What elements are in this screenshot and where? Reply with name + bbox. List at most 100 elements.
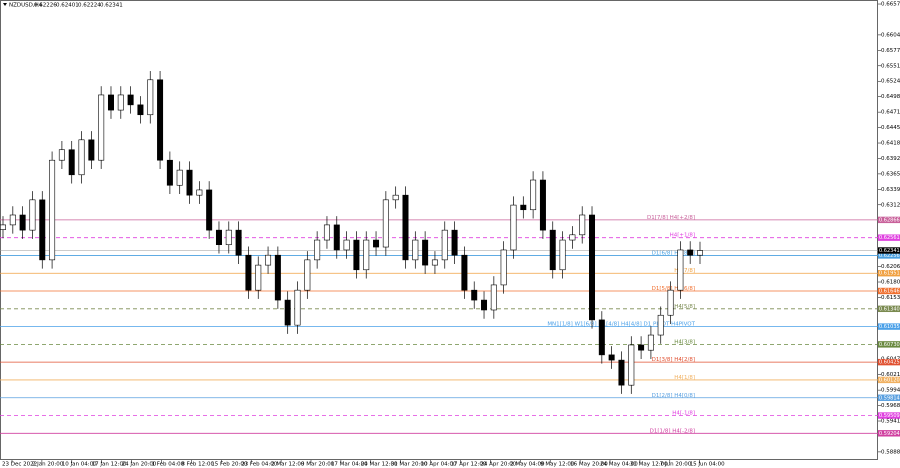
x-tick-label: 15 Jun 04:00 — [690, 462, 725, 468]
x-tick-label: 2 Jan 20:00 — [32, 462, 64, 468]
price-tag — [878, 394, 900, 401]
y-tick-label: 0.62065 — [881, 264, 900, 270]
candle-body — [58, 149, 65, 161]
current-price-tag — [878, 247, 900, 254]
menu-arrow[interactable] — [3, 3, 7, 6]
level-label: D1[1/8] H4[-2/8] — [650, 428, 695, 434]
y-tick-label: 0.65245 — [881, 79, 900, 85]
y-tick-label: 0.59945 — [881, 388, 900, 394]
candle-body — [186, 169, 193, 196]
candle-body — [304, 259, 311, 291]
candle-body — [520, 204, 527, 211]
candle-body — [78, 139, 85, 176]
x-tick-label: 2 Mar 12:00 — [271, 462, 305, 468]
candle-body — [402, 194, 409, 261]
level-label: D1[7/8] H4[+2/8] — [647, 215, 695, 221]
price-tag-label: 0.60730 — [879, 342, 900, 348]
candle-body — [68, 149, 75, 176]
level-label: D1[5/8] H4[6/8] — [652, 286, 695, 292]
candle-body — [29, 199, 36, 231]
candle-body — [294, 289, 301, 326]
candle-body — [412, 239, 419, 261]
price-tag — [878, 412, 900, 419]
price-tag-label: 0.61951 — [879, 271, 900, 277]
price-tag — [878, 323, 900, 330]
symbol: NZDUSD,H4 — [9, 3, 43, 9]
level-label: D1[6/8] H4[8/8] — [652, 250, 695, 256]
x-tick-label: 17 Jan 12:00 — [92, 462, 127, 468]
candle-body — [274, 254, 281, 301]
x-tick-label: 31 May 12:00 — [630, 462, 668, 468]
candle-body — [206, 189, 213, 231]
x-tick-label: 1 Feb 04:00 — [152, 462, 185, 468]
candle-body — [284, 299, 291, 326]
candle-body — [127, 94, 134, 106]
x-tick-label: 2 May 04:00 — [510, 462, 545, 468]
candle-body — [382, 199, 389, 248]
candle-body — [373, 239, 380, 248]
y-tick-label: 0.58885 — [881, 449, 900, 455]
candle-body — [0, 224, 6, 230]
candle-body — [431, 259, 438, 266]
candle-body — [19, 214, 26, 231]
candle-body — [618, 359, 625, 386]
candle-body — [657, 314, 664, 336]
price-tag — [878, 216, 900, 224]
candle-body — [677, 249, 684, 291]
candle-body — [569, 234, 576, 241]
price-tag-label: 0.61340 — [879, 306, 900, 312]
x-tick-label: 23 Feb 04:00 — [241, 462, 278, 468]
x-tick-label: 24 May 04:00 — [600, 462, 638, 468]
plot-area — [0, 0, 878, 460]
candle-body — [559, 239, 566, 271]
candle-body — [39, 199, 46, 261]
price-tag — [878, 430, 900, 437]
candle-body — [647, 334, 654, 351]
candle-body — [667, 289, 674, 316]
candle-body — [166, 159, 173, 186]
price-tag — [878, 341, 900, 348]
x-tick-label: 31 Mar 20:00 — [391, 462, 428, 468]
level-label: D1[2/8] H4[0/8] — [652, 393, 695, 399]
x-tick-label: 24 Jan 20:00 — [122, 462, 157, 468]
candle-body — [215, 229, 222, 246]
price-tag — [878, 287, 900, 295]
candle-body — [235, 229, 242, 256]
y-tick-label: 0.63125 — [881, 202, 900, 208]
price-tag — [878, 376, 900, 384]
header-value: 0.62224 — [78, 3, 101, 9]
candle-body — [196, 189, 203, 196]
price-tag-label: 0.61646 — [879, 288, 900, 294]
x-tick-label: 10 Jan 04:00 — [62, 462, 97, 468]
candle-body — [471, 289, 478, 301]
candle-body — [265, 254, 272, 266]
header-value: 0.62341 — [100, 3, 123, 9]
x-tick-label: 15 Feb 20:00 — [211, 462, 248, 468]
x-tick-label: 16 May 20:00 — [570, 462, 608, 468]
candle-body — [147, 79, 154, 116]
level-label: H4[7/8] — [674, 268, 695, 274]
candle-body — [628, 344, 635, 386]
x-tick-label: 17 Mar 04:00 — [331, 462, 368, 468]
y-tick-label: 0.61535 — [881, 295, 900, 301]
candle-body — [176, 169, 183, 186]
candle-body — [117, 94, 124, 111]
candle-body — [333, 224, 340, 251]
level-label: H4[+1/8] — [670, 233, 695, 239]
candle-body — [481, 299, 488, 311]
y-tick-label: 0.63655 — [881, 171, 900, 177]
price-tag-label: 0.60425 — [879, 360, 900, 366]
x-tick-label: 24 Mar 12:00 — [361, 462, 398, 468]
y-tick-label: 0.64185 — [881, 141, 900, 147]
price-tag — [878, 270, 900, 277]
x-tick-label: 7 Jun 20:00 — [660, 462, 692, 468]
candle-body — [49, 159, 56, 261]
x-tick-label: 9 Mar 20:00 — [301, 462, 335, 468]
candle-body — [353, 239, 360, 271]
